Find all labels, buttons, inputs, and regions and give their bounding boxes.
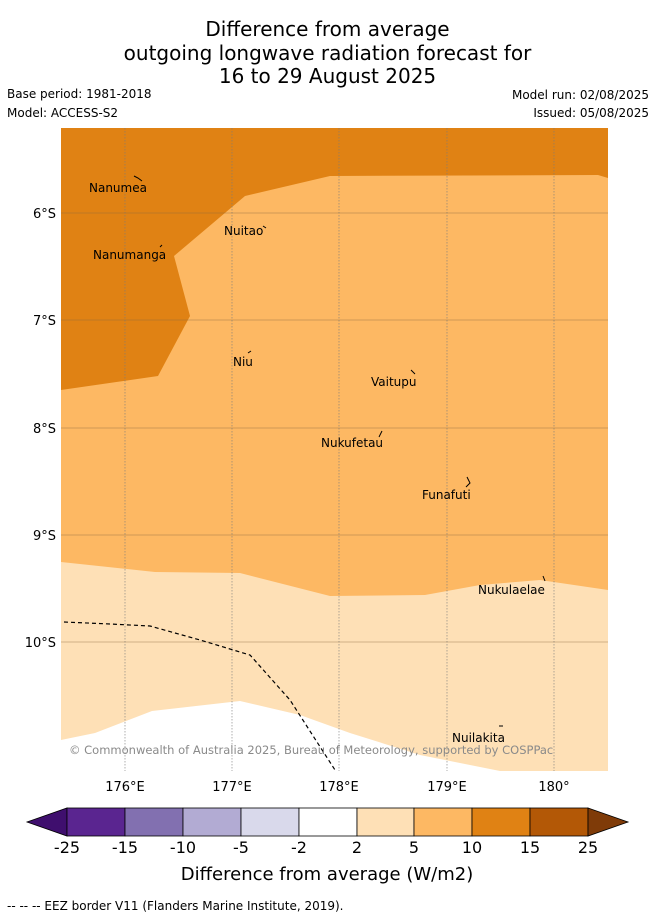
colorbar-segment-4 (240, 807, 300, 837)
place-label-nukufetau: Nukufetau (321, 436, 383, 450)
island-nanumanga (159, 244, 163, 248)
island-shapes (133, 175, 546, 727)
island-nuitao (262, 225, 267, 229)
lat-tick-9: 9°S (33, 529, 56, 544)
colorbar-extend-low (25, 807, 68, 837)
place-label-nuitao: Nuitao (224, 224, 263, 238)
lon-tick-178: 178°E (319, 780, 359, 795)
colorbar-segment-5 (298, 807, 358, 837)
island-nukufetau (378, 430, 383, 438)
lat-tick-10: 10°S (25, 636, 56, 651)
eez-legend: -- -- -- EEZ border V11 (Flanders Marine… (7, 899, 344, 913)
lat-tick-6: 6°S (33, 207, 56, 222)
colorbar-segment-9 (529, 807, 589, 837)
lat-tick-8: 8°S (33, 422, 56, 437)
place-label-nuilakita: Nuilakita (452, 731, 505, 745)
lon-tick-177: 177°E (212, 780, 252, 795)
colorbar-segment-2 (124, 807, 184, 837)
lat-tick-7: 7°S (33, 314, 56, 329)
colorbar-extend-high (587, 807, 630, 837)
graticule-lat (61, 212, 608, 643)
island-niu (247, 350, 252, 354)
band-5-to-10 (61, 128, 608, 596)
island-funafuti (465, 476, 471, 488)
place-label-nanumanga: Nanumanga (93, 248, 166, 262)
colorbar-label: Difference from average (W/m2) (181, 864, 473, 885)
colorbar-tick-label: 25 (578, 838, 598, 857)
axis-labels: 6°S 7°S 8°S 9°S 10°S 176°E 177°E 178°E 1… (25, 207, 570, 795)
colorbar-segment-7 (413, 807, 473, 837)
lon-tick-176: 176°E (105, 780, 145, 795)
colorbar-segment-1 (66, 807, 126, 837)
colorbar-tick-label: -2 (291, 838, 307, 857)
lon-tick-180: 180° (538, 780, 569, 795)
colorbar-tick-label: 5 (409, 838, 419, 857)
map-panel: Nanumea Nuitao Nanumanga Niu Vaitupu Nuk… (61, 128, 608, 771)
colorbar-segment-6 (356, 807, 415, 837)
place-label-niu: Niu (233, 355, 253, 369)
colorbar: -25 -15 -10 -5 -2 2 5 10 15 25 Differenc… (25, 807, 630, 885)
title-line-1: Difference from average (205, 17, 450, 41)
band-10-to-15 (61, 128, 608, 390)
title-line-3: 16 to 29 August 2025 (218, 64, 437, 88)
island-nukulaelae (542, 575, 546, 582)
place-label-funafuti: Funafuti (422, 488, 471, 502)
colorbar-tick-label: -15 (112, 838, 138, 857)
colorbar-segment-3 (182, 807, 242, 837)
colorbar-tick-label: 15 (520, 838, 540, 857)
colorbar-tick-label: -10 (170, 838, 196, 857)
issued-date: Issued: 05/08/2025 (533, 106, 649, 120)
lon-tick-179: 179°E (427, 780, 467, 795)
island-vaitupu (410, 369, 416, 375)
island-nanumea (133, 175, 143, 182)
title-line-2: outgoing longwave radiation forecast for (123, 41, 532, 65)
base-period: Base period: 1981-2018 (7, 87, 152, 101)
colorbar-tick-label: 10 (462, 838, 482, 857)
place-label-vaitupu: Vaitupu (371, 375, 417, 389)
model-name: Model: ACCESS-S2 (7, 106, 119, 120)
place-label-nukulaelae: Nukulaelae (478, 583, 545, 597)
colorbar-segment-8 (471, 807, 531, 837)
band-below-2 (61, 701, 500, 771)
graticule (124, 128, 555, 771)
colorbar-tick-label: -5 (233, 838, 249, 857)
model-run: Model run: 02/08/2025 (511, 88, 649, 102)
colorbar-tick-label: 2 (352, 838, 362, 857)
place-label-nanumea: Nanumea (89, 181, 147, 195)
copyright-notice: © Commonwealth of Australia 2025, Bureau… (69, 743, 553, 757)
colorbar-tick-label: -25 (54, 838, 80, 857)
